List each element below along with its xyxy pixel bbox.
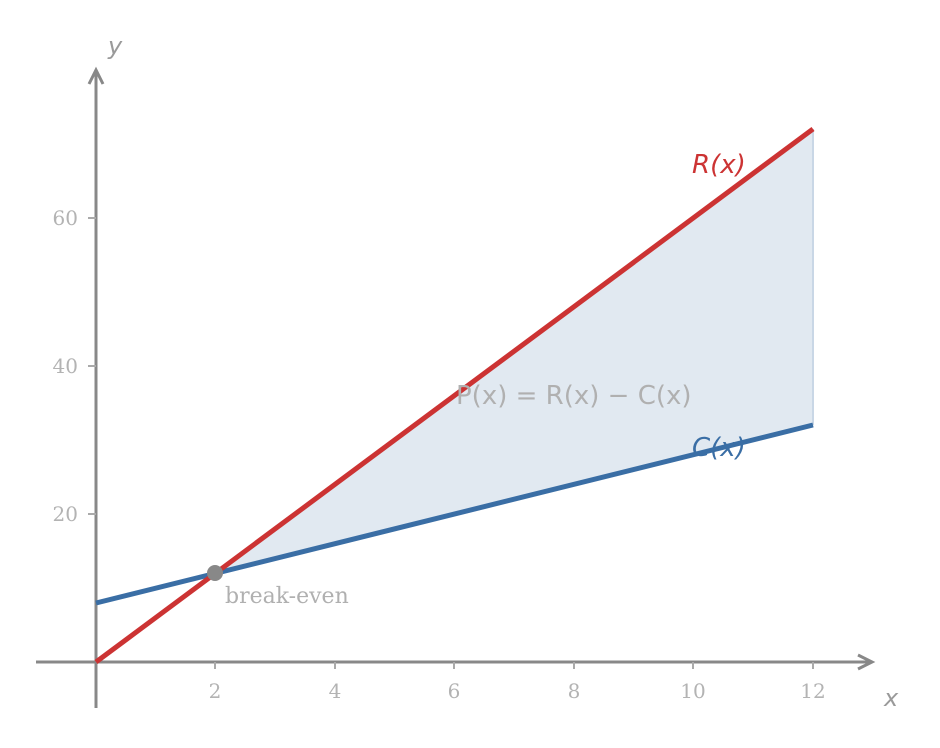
y-axis xyxy=(87,66,105,708)
y-tick-labels: 20 40 60 xyxy=(53,206,78,526)
break-even-point xyxy=(207,565,223,581)
x-tick-label: 6 xyxy=(448,679,461,703)
x-tick-label: 10 xyxy=(680,679,705,703)
x-tick-label: 12 xyxy=(800,679,825,703)
profit-label: P(x) = R(x) − C(x) xyxy=(456,381,692,411)
x-axis-arrow-icon xyxy=(857,653,876,671)
x-tick-label: 8 xyxy=(568,679,581,703)
cost-label: C(x) xyxy=(692,433,746,463)
break-even-label: break-even xyxy=(225,584,349,609)
x-ticks xyxy=(214,662,814,669)
y-ticks xyxy=(88,217,96,515)
x-tick-label: 2 xyxy=(209,679,222,703)
y-tick-label: 20 xyxy=(53,502,78,526)
y-tick-label: 60 xyxy=(53,206,78,230)
y-tick-label: 40 xyxy=(53,354,78,378)
y-axis-label: y xyxy=(107,32,123,60)
x-tick-label: 4 xyxy=(329,679,342,703)
y-axis-arrow-icon xyxy=(87,66,105,85)
x-tick-labels: 2 4 6 8 10 12 xyxy=(209,679,826,703)
x-axis-label: x xyxy=(883,684,899,712)
revenue-label: R(x) xyxy=(692,150,746,180)
